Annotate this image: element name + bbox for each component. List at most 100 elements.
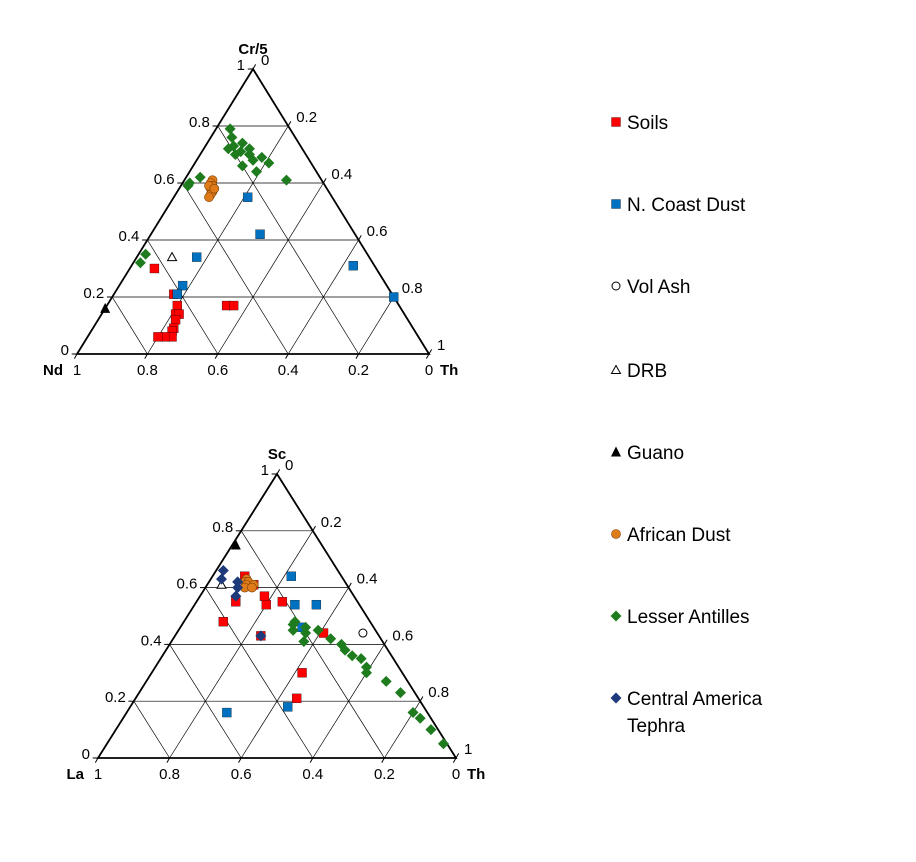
triangle-frame [75, 67, 431, 355]
data-point-soils [259, 591, 270, 601]
gridline [205, 587, 314, 759]
legend-symbol-soils [611, 117, 621, 127]
data-point-n-coast-dust [192, 252, 202, 262]
tick-label: 0.2 [83, 285, 104, 302]
legend-label: African Dust [627, 525, 731, 546]
data-point-soils [277, 597, 288, 607]
tick-label: 0.6 [154, 171, 175, 188]
data-point-lesser-antilles [287, 624, 299, 636]
data-point-lesser-antilles [312, 624, 324, 636]
tick-label: 0.4 [331, 166, 352, 183]
data-point-central-america-tephra [255, 630, 267, 642]
data-point-lesser-antilles [339, 644, 351, 656]
data-point-african-dust [204, 192, 214, 203]
tick-label: 0.8 [212, 519, 233, 536]
tick [455, 753, 460, 759]
data-point-n-coast-dust [290, 599, 300, 610]
tick [312, 525, 316, 532]
data-point-soils [170, 315, 181, 325]
data-point-african-dust [247, 582, 257, 593]
tick [425, 353, 430, 359]
tick-label: 0.2 [296, 109, 317, 126]
data-point-lesser-antilles [298, 636, 310, 648]
tick-label: 0.6 [367, 223, 388, 240]
gridline [169, 644, 242, 759]
apex-label: Sc [268, 446, 286, 463]
tick [381, 757, 385, 763]
tick-label: 1 [73, 362, 81, 379]
legend-symbol-african-dust [611, 529, 621, 539]
gridline [240, 587, 349, 759]
gridline [147, 239, 219, 355]
tick-label: 0 [285, 457, 293, 474]
data-point-soils [218, 617, 228, 627]
data-point-central-america-tephra [217, 565, 229, 577]
data-point-n-coast-dust [389, 292, 399, 302]
data-point-n-coast-dust [255, 229, 265, 239]
data-point-guano [100, 302, 111, 313]
legend-label: Vol Ash [627, 277, 691, 298]
tick [348, 582, 352, 588]
data-point-soils [261, 599, 271, 610]
data-point-lesser-antilles [361, 667, 372, 679]
data-point-lesser-antilles [300, 621, 312, 633]
tick [428, 349, 433, 355]
legend-label: DRB [627, 361, 668, 382]
data-point-n-coast-dust [283, 702, 293, 712]
data-point-lesser-antilles [300, 627, 312, 639]
data-point-soils [297, 668, 307, 678]
tick-label: 0.8 [189, 114, 210, 131]
left-axis-label: La [66, 766, 84, 783]
legend-label: Central America Tephra [627, 689, 763, 737]
tick-label: 0.2 [321, 514, 342, 531]
data-point-lesser-antilles [251, 166, 263, 178]
tick-label: 1 [437, 337, 445, 354]
data-point-lesser-antilles [224, 123, 236, 135]
data-point-n-coast-dust [286, 571, 296, 581]
legend-item-n-coast-dust: N. Coast Dust [610, 192, 745, 219]
right-axis-label: Th [440, 362, 458, 379]
tick [309, 757, 314, 763]
data-point-lesser-antilles [236, 137, 248, 149]
data-point-lesser-antilles [325, 633, 337, 645]
apex-label: Cr/5 [238, 41, 267, 58]
tick-label: 0.2 [374, 766, 395, 783]
data-point-lesser-antilles [194, 171, 206, 183]
data-point-lesser-antilles [361, 661, 372, 673]
tick-label: 0.8 [402, 280, 423, 297]
legend-label: Guano [627, 443, 685, 464]
data-point-n-coast-dust [348, 260, 358, 271]
data-point-lesser-antilles [355, 653, 367, 665]
data-point-lesser-antilles [222, 143, 234, 155]
data-point-lesser-antilles [280, 174, 292, 186]
tick-label: 0 [425, 362, 433, 379]
data-point-n-coast-dust [177, 280, 188, 291]
ternary-chart-1: 1 0.8 0.6 0.4 0.2 0 0 0.2 0.4 0.6 0.8 1 1 0.8 0.6 0.4 0.… [43, 41, 458, 379]
data-point-soils [149, 263, 160, 274]
data-point-lesser-antilles [395, 687, 407, 699]
data-point-lesser-antilles [414, 712, 426, 724]
gridline [287, 239, 359, 355]
tick-label: 0 [261, 52, 269, 69]
tick-label: 0.8 [428, 684, 449, 701]
data-point-lesser-antilles [229, 149, 241, 160]
data-point-n-coast-dust [172, 289, 182, 299]
data-point-lesser-antilles [346, 650, 358, 662]
legend-item-drb: DRB [610, 358, 667, 385]
tick [322, 178, 327, 184]
legend-symbol-lesser-antilles [610, 610, 622, 622]
tick-label: 0.6 [392, 627, 413, 644]
left-axis-label: Nd [43, 362, 63, 379]
tick [144, 353, 148, 359]
data-point-lesser-antilles [256, 151, 268, 163]
legend-marker-drb [610, 364, 622, 374]
legend-item-central-america-tephra: Central America Tephra [610, 686, 762, 740]
gridline [182, 182, 289, 355]
tick [383, 639, 388, 645]
legend-item-soils: Soils [610, 110, 668, 137]
data-point-lesser-antilles [182, 180, 194, 192]
data-point-central-america-tephra [230, 590, 242, 602]
data-point-central-america-tephra [232, 582, 244, 594]
tick [358, 235, 362, 241]
